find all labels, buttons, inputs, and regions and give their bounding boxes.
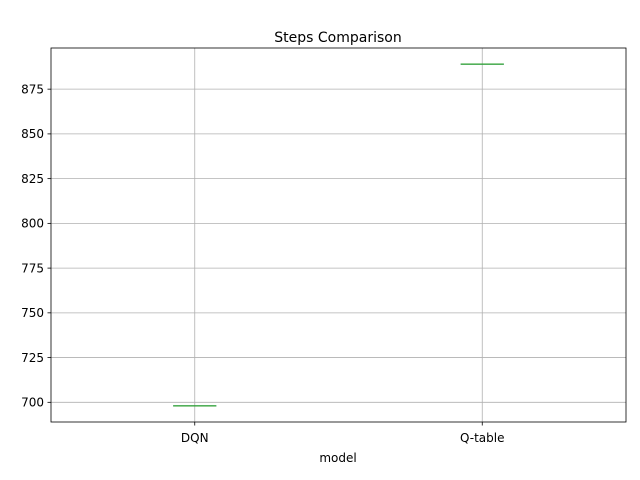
boxes: [173, 63, 504, 407]
y-tick-label: 750: [21, 306, 44, 320]
y-gridlines: [51, 88, 626, 403]
y-axis: 700 725 750 775 800 825 850 875: [21, 82, 51, 410]
chart-title: Steps Comparison: [274, 30, 401, 46]
x-gridlines: [194, 48, 483, 422]
x-axis-label: model: [319, 451, 356, 465]
y-tick-label: 775: [21, 261, 44, 275]
x-tick-label: Q-table: [460, 431, 505, 445]
x-tick-label: DQN: [181, 431, 209, 445]
y-tick-label: 725: [21, 351, 44, 365]
y-tick-label: 825: [21, 172, 44, 186]
y-tick-label: 700: [21, 396, 44, 410]
y-tick-label: 875: [21, 82, 44, 96]
plot-frame: [50, 47, 627, 423]
y-tick-label: 800: [21, 217, 44, 231]
x-axis: DQN Q-table: [181, 422, 505, 445]
y-tick-label: 850: [21, 127, 44, 141]
